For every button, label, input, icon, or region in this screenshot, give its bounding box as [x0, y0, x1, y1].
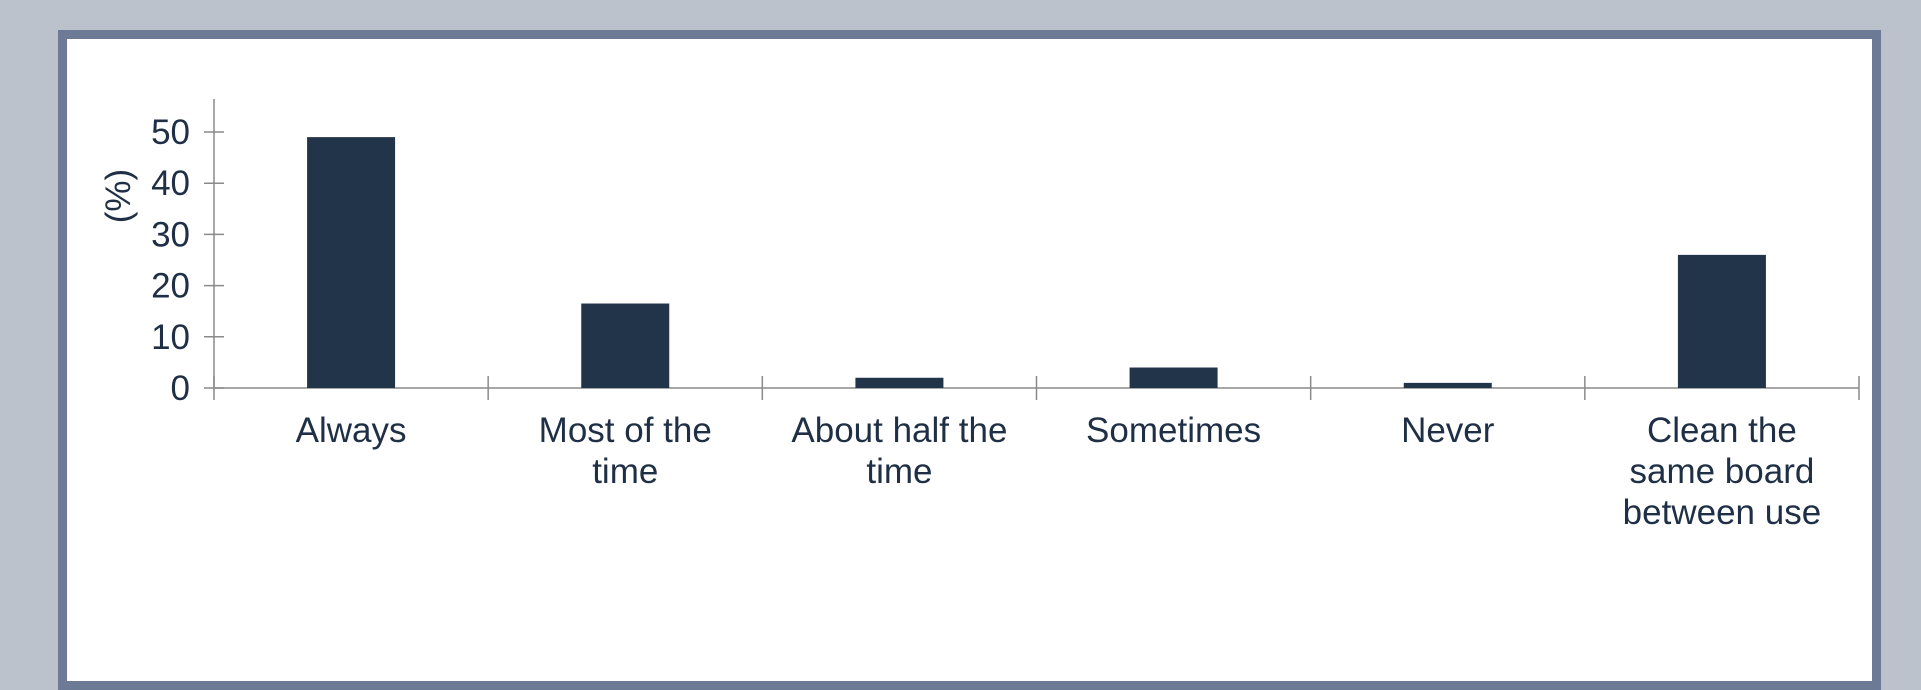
- y-axis-label: (%): [99, 169, 138, 223]
- y-tick-label: 20: [151, 267, 190, 306]
- x-category-label: Never: [1401, 411, 1495, 450]
- bar-chart: 0 10 20 30 40 50 Always Most of the time About h…: [99, 99, 1860, 532]
- y-tick-label: 30: [151, 215, 190, 254]
- y-tick-label: 50: [151, 113, 190, 152]
- y-tick-label: 0: [171, 369, 190, 408]
- bar: [1677, 254, 1766, 388]
- bar: [1129, 367, 1218, 388]
- x-category-label: Most of the time: [539, 411, 712, 491]
- chart-frame: 0 10 20 30 40 50 Always Most of the time About h…: [58, 30, 1881, 690]
- y-tick-label: 10: [151, 318, 190, 357]
- x-labels: Always Most of the time About half the time S…: [296, 411, 1822, 532]
- x-category-label: Clean the same board between use: [1623, 411, 1821, 532]
- bars: [307, 137, 1766, 388]
- x-category-label: Always: [296, 411, 407, 450]
- x-category-label: About half the time: [791, 411, 1007, 491]
- bar: [581, 303, 670, 388]
- y-tick-label: 40: [151, 164, 190, 203]
- y-ticks: 0 10 20 30 40 50: [151, 113, 224, 408]
- bar: [855, 377, 944, 388]
- bar: [307, 137, 396, 388]
- bar: [1403, 382, 1492, 388]
- x-category-label: Sometimes: [1086, 411, 1261, 450]
- axes: [213, 99, 1860, 400]
